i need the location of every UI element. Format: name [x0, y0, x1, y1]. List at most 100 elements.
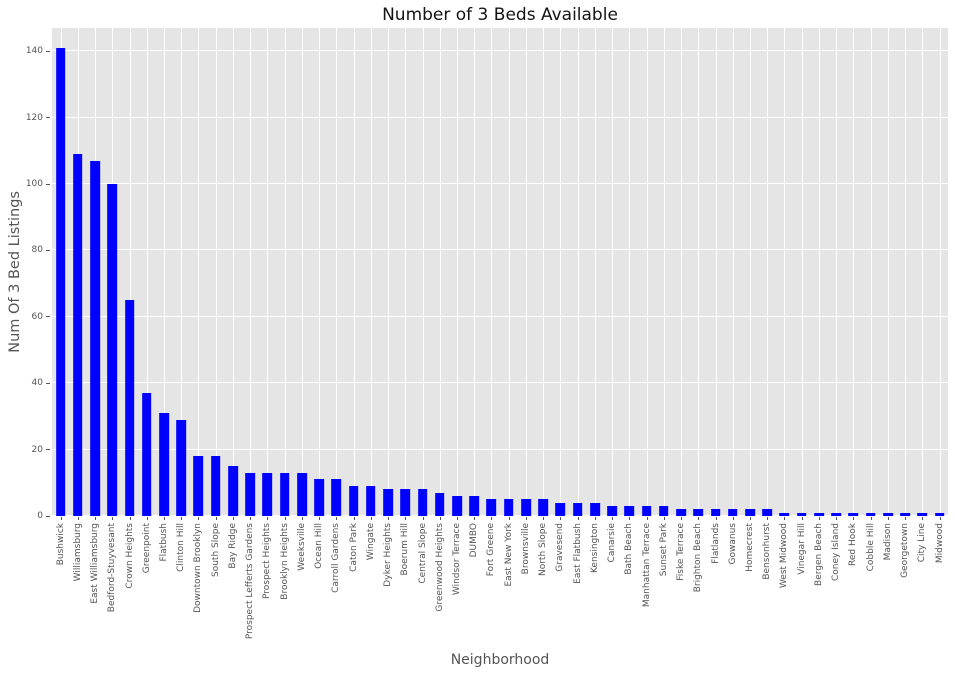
y-tick: 60	[0, 311, 52, 323]
h-gridline	[52, 183, 948, 185]
bar-slot	[104, 28, 121, 516]
bar-slot	[121, 28, 138, 516]
x-tick: Flatbush	[155, 517, 172, 645]
bar	[865, 512, 876, 516]
bar-slot	[776, 28, 793, 516]
x-tick: Red Hook	[845, 517, 862, 645]
y-tick-mark	[46, 117, 50, 119]
y-tick: 140	[0, 45, 52, 57]
x-tick-label: East Flatbush	[572, 523, 583, 584]
x-tick-label: City Line	[917, 523, 928, 563]
bar	[176, 419, 187, 516]
y-tick-mark	[46, 183, 50, 185]
bar	[624, 506, 635, 516]
bar-slot	[293, 28, 310, 516]
x-tick-label: Greenpoint	[141, 523, 152, 574]
bar	[590, 502, 600, 516]
bar	[193, 456, 204, 516]
y-tick: 20	[0, 444, 52, 456]
x-tick-label: Carroll Gardens	[331, 523, 342, 593]
bar	[348, 486, 359, 516]
x-tick-label: East Williamsburg	[90, 523, 101, 604]
bar	[883, 512, 893, 516]
y-tick: 80	[0, 244, 52, 256]
bar	[297, 472, 307, 516]
bar-slot	[155, 28, 172, 516]
bar	[314, 479, 324, 516]
x-tick: Ocean Hill	[311, 517, 328, 645]
v-gridline	[405, 28, 407, 516]
v-gridline	[784, 28, 786, 516]
x-tick: Wingate	[362, 517, 379, 645]
v-gridline	[922, 28, 924, 516]
v-gridline	[146, 28, 148, 516]
bar	[383, 489, 393, 516]
bar	[641, 506, 652, 516]
bar-slot	[552, 28, 569, 516]
bar-slot	[517, 28, 534, 516]
bar	[693, 509, 704, 516]
x-tick: Bath Beach	[621, 517, 638, 645]
y-tick-mark	[46, 382, 50, 384]
h-gridline	[52, 50, 948, 52]
y-tick-label: 80	[31, 245, 43, 256]
x-tick-label: DUMBO	[469, 523, 480, 558]
bar-slot	[466, 28, 483, 516]
bar-slot	[345, 28, 362, 516]
v-gridline	[629, 28, 631, 516]
x-tick: Downtown Brooklyn	[190, 517, 207, 645]
bar-slot	[672, 28, 689, 516]
x-tick-label: Caton Park	[348, 523, 359, 572]
y-tick-mark	[46, 249, 50, 251]
x-tick-label: Red Hook	[848, 523, 859, 566]
x-tick-label: Dyker Heights	[383, 523, 394, 587]
bar	[124, 300, 135, 516]
bar	[934, 512, 945, 516]
bar-slot	[604, 28, 621, 516]
v-gridline	[422, 28, 424, 516]
bar	[141, 393, 152, 516]
x-tick-label: Cobble Hill	[865, 523, 876, 572]
bar	[469, 496, 480, 516]
x-tick: North Slope	[535, 517, 552, 645]
x-tick-label: Williamsburg	[72, 523, 83, 582]
v-gridline	[905, 28, 907, 516]
h-gridline	[52, 448, 948, 450]
x-tick: Homecrest	[741, 517, 758, 645]
x-tick-label: Canarsie	[607, 523, 618, 563]
bar-slot	[569, 28, 586, 516]
x-tick: Weeksville	[293, 517, 310, 645]
x-tick: Fort Greene	[483, 517, 500, 645]
v-gridline	[319, 28, 321, 516]
bar-slot	[793, 28, 810, 516]
x-tick-label: Downtown Brooklyn	[193, 523, 204, 613]
bar	[55, 47, 66, 516]
x-tick-label: Boerum Hill	[400, 523, 411, 576]
bar-slot	[224, 28, 241, 516]
bar	[400, 489, 411, 516]
v-gridline	[646, 28, 648, 516]
h-gridline	[52, 116, 948, 118]
x-tick: Crown Heights	[121, 517, 138, 645]
bar-slot	[638, 28, 655, 516]
y-tick: 100	[0, 178, 52, 190]
v-gridline	[577, 28, 579, 516]
y-tick-label: 140	[25, 46, 43, 57]
bar	[831, 512, 841, 516]
bar	[658, 506, 669, 516]
bar	[917, 512, 928, 516]
x-tick-label: Prospect Lefferts Gardens	[245, 523, 256, 640]
bar-slot	[741, 28, 758, 516]
v-gridline	[870, 28, 872, 516]
y-tick-label: 20	[31, 444, 43, 455]
bar	[555, 502, 566, 516]
bar-slot	[845, 28, 862, 516]
bar	[727, 509, 738, 516]
x-tick-label: Crown Heights	[124, 523, 135, 589]
bar	[228, 466, 238, 516]
v-gridline	[250, 28, 252, 516]
v-gridline	[767, 28, 769, 516]
x-tick: Brownsville	[517, 517, 534, 645]
v-gridline	[491, 28, 493, 516]
bar-slot	[138, 28, 155, 516]
